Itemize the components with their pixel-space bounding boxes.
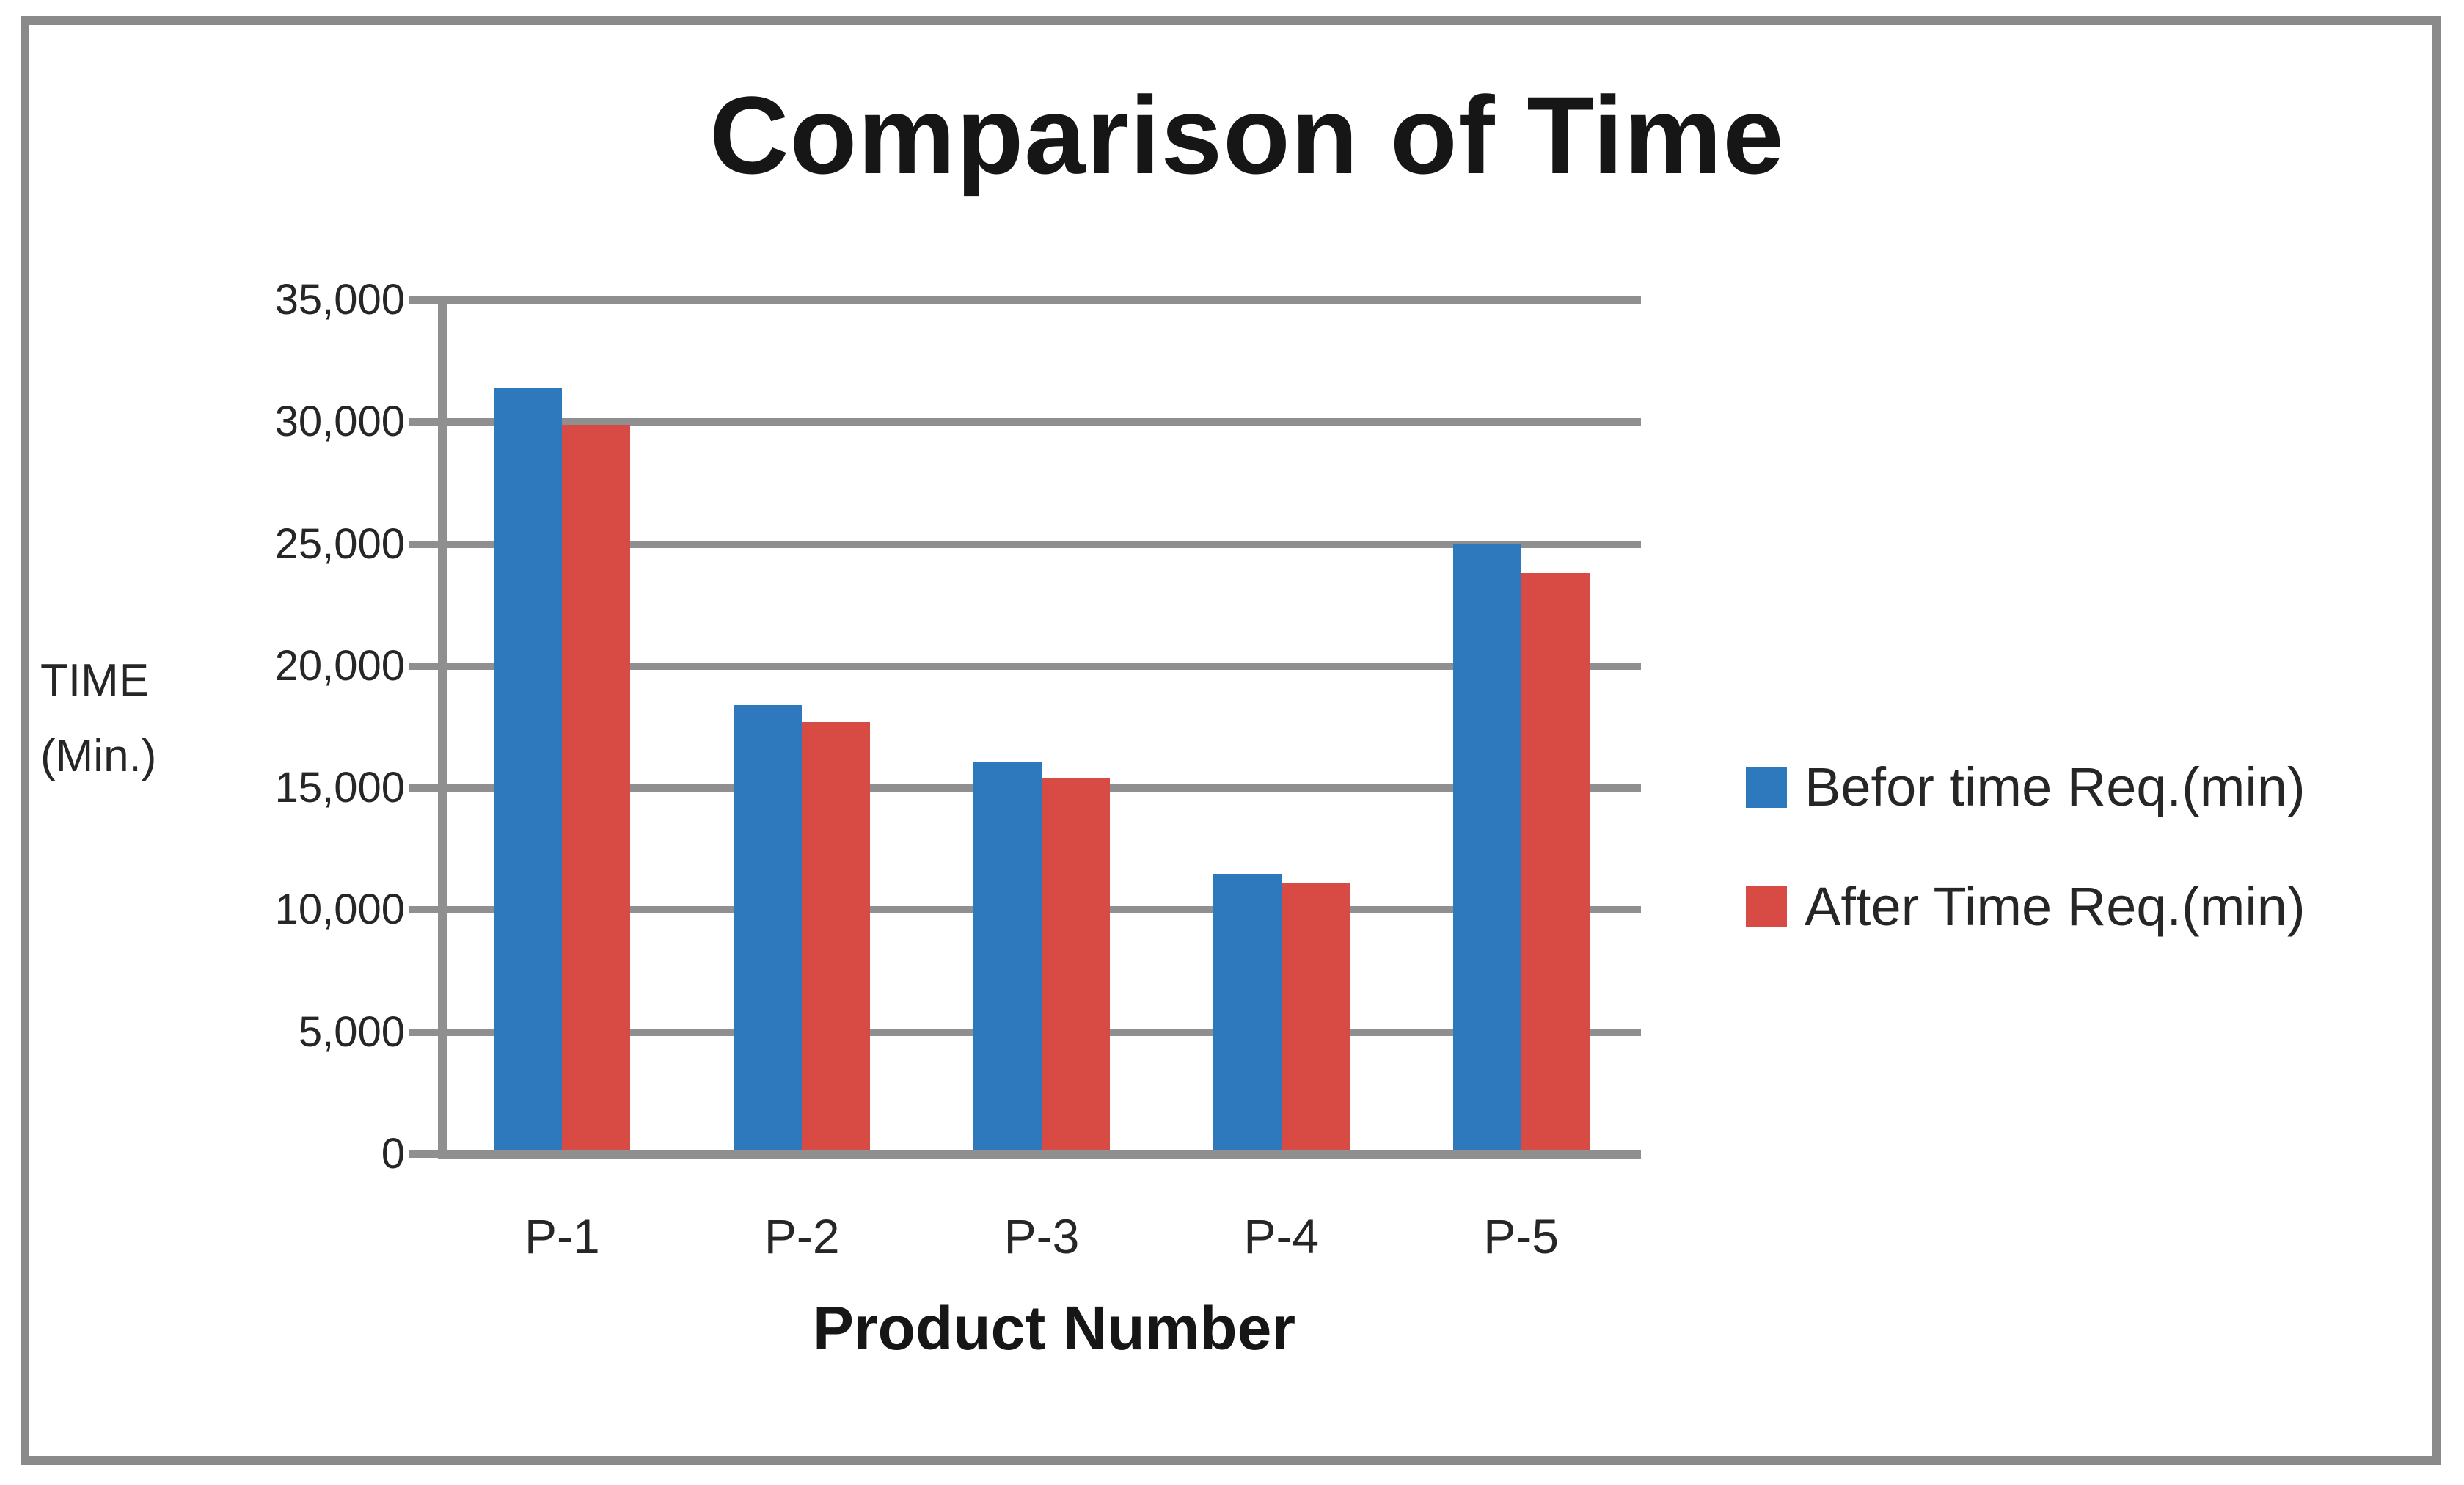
- y-tick-10,000: [409, 906, 442, 914]
- y-tick-30,000: [409, 418, 442, 426]
- legend-item-befor: Befor time Req.(min): [1746, 745, 2306, 829]
- gridline-20,000: [442, 662, 1641, 670]
- bar-after-P-3: [1042, 778, 1110, 1158]
- x-category-label-P-5: P-5: [1483, 1209, 1559, 1263]
- y-axis-line: [438, 296, 447, 1159]
- bar-befor-P-4: [1213, 873, 1282, 1158]
- y-tick-label-35,000: 35,000: [274, 276, 405, 324]
- chart-outer-frame: [21, 16, 2441, 1465]
- y-tick-label-25,000: 25,000: [274, 519, 405, 568]
- bar-after-P-5: [1521, 573, 1590, 1158]
- y-axis-title-line1: TIME: [40, 655, 150, 706]
- x-axis-line: [442, 1150, 1641, 1159]
- y-tick-35,000: [409, 296, 442, 304]
- x-category-label-P-3: P-3: [1003, 1209, 1080, 1263]
- x-category-label-P-1: P-1: [524, 1209, 600, 1263]
- y-tick-label-0: 0: [381, 1130, 405, 1178]
- y-tick-label-10,000: 10,000: [274, 886, 405, 934]
- x-category-label-P-2: P-2: [764, 1209, 840, 1263]
- y-tick-label-30,000: 30,000: [274, 398, 405, 446]
- gridline-30,000: [442, 418, 1641, 426]
- y-tick-15,000: [409, 784, 442, 792]
- gridline-35,000: [442, 296, 1641, 304]
- y-tick-label-5,000: 5,000: [298, 1007, 405, 1056]
- y-tick-0: [409, 1150, 442, 1158]
- y-tick-label-15,000: 15,000: [274, 764, 405, 812]
- x-axis-title: Product Number: [812, 1294, 1296, 1362]
- legend-label-befor: Befor time Req.(min): [1805, 756, 2306, 817]
- legend-swatch-blue-icon: [1746, 766, 1787, 808]
- y-axis-title-line2: (Min.): [40, 731, 157, 781]
- y-axis-title: TIME (Min.): [40, 643, 275, 794]
- bar-befor-P-3: [973, 761, 1042, 1158]
- bar-befor-P-2: [734, 705, 803, 1158]
- y-tick-label-20,000: 20,000: [274, 641, 405, 690]
- gridline-25,000: [442, 540, 1641, 548]
- legend-item-after: After Time Req.(min): [1746, 864, 2306, 949]
- bar-after-P-1: [562, 424, 631, 1158]
- bar-befor-P-1: [494, 387, 563, 1158]
- bar-after-P-2: [802, 722, 871, 1158]
- y-tick-20,000: [409, 662, 442, 670]
- x-category-label-P-4: P-4: [1243, 1209, 1320, 1263]
- bar-befor-P-5: [1452, 544, 1521, 1158]
- legend-swatch-red-icon: [1746, 886, 1787, 927]
- y-tick-5,000: [409, 1028, 442, 1036]
- y-tick-25,000: [409, 540, 442, 548]
- legend-label-after: After Time Req.(min): [1805, 876, 2306, 937]
- bar-after-P-4: [1281, 883, 1350, 1158]
- chart-title: Comparison of Time: [709, 73, 1785, 197]
